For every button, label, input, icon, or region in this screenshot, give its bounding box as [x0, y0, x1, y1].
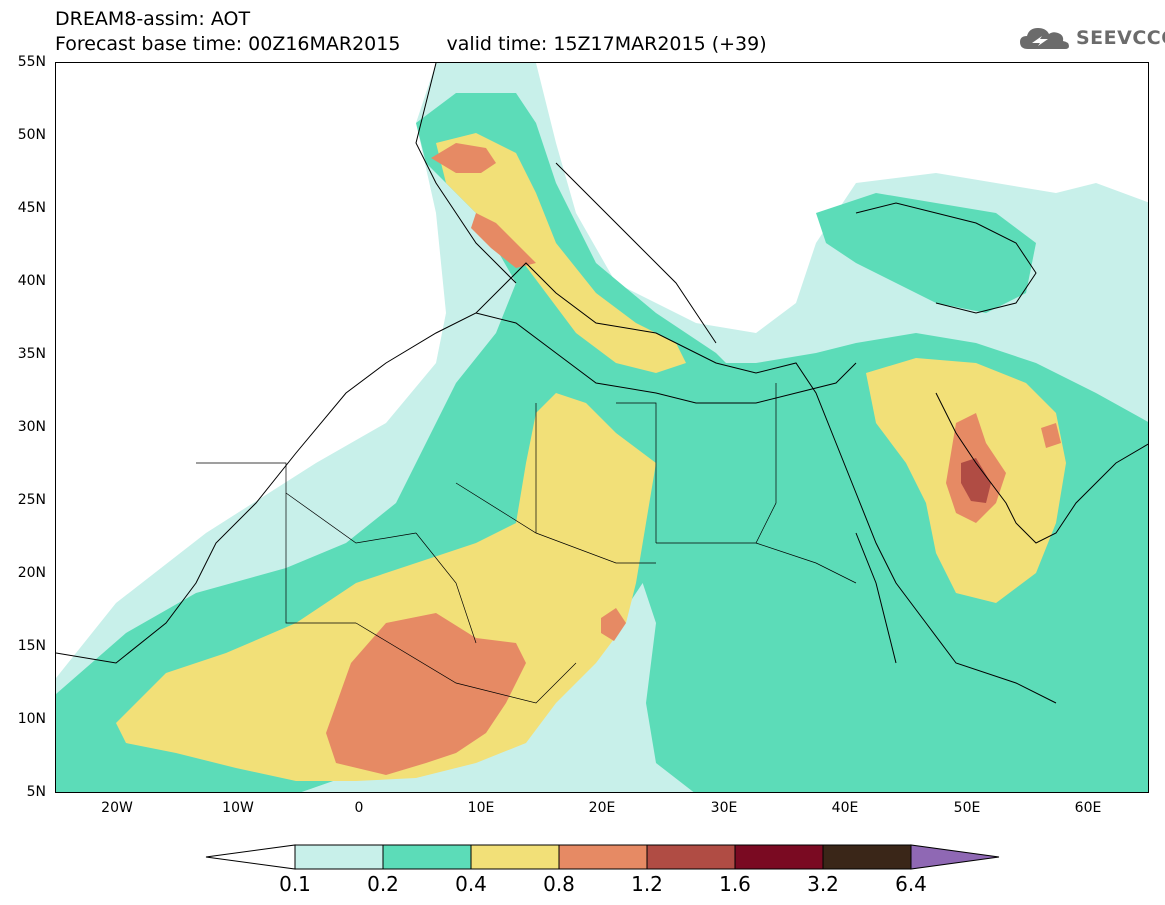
lat-label: 45N	[17, 200, 46, 216]
lat-label: 15N	[17, 638, 46, 654]
cloud-icon	[1020, 28, 1069, 49]
colorbar-swatch	[382, 844, 472, 870]
lat-label: 55N	[17, 54, 46, 70]
colorbar-under-arrow	[205, 844, 296, 870]
lon-label: 20E	[588, 800, 616, 816]
lon-label: 60E	[1074, 800, 1102, 816]
aot-band-12	[961, 458, 991, 503]
chart-title: DREAM8-assim: AOT	[55, 8, 251, 30]
lat-label: 40N	[17, 273, 46, 289]
colorbar-label: 0.1	[279, 872, 311, 896]
aot-band-08	[326, 143, 1061, 775]
colorbar-label: 0.4	[455, 872, 487, 896]
colorbar-label: 6.4	[895, 872, 927, 896]
colorbar-swatch	[294, 844, 384, 870]
lon-label: 20W	[101, 800, 133, 816]
aot-map	[56, 63, 1148, 792]
colorbar-over-arrow	[910, 844, 1000, 870]
colorbar-label: 3.2	[807, 872, 839, 896]
logo: SEEVCCC	[1018, 24, 1165, 52]
lon-label: 10E	[467, 800, 495, 816]
lat-label: 30N	[17, 419, 46, 435]
colorbar-swatch	[822, 844, 912, 870]
lat-label: 50N	[17, 127, 46, 143]
colorbar-label: 1.6	[719, 872, 751, 896]
coastlines	[56, 63, 1148, 704]
lat-label: 25N	[17, 492, 46, 508]
lon-label: 40E	[831, 800, 859, 816]
colorbar-label: 0.2	[367, 872, 399, 896]
lon-label: 30E	[710, 800, 738, 816]
colorbar-label: 0.8	[543, 872, 575, 896]
colorbar-swatch	[734, 844, 824, 870]
map-area	[55, 62, 1149, 793]
lat-label: 10N	[17, 711, 46, 727]
lon-label: 50E	[953, 800, 981, 816]
colorbar	[205, 844, 1000, 870]
lat-label: 5N	[26, 784, 46, 800]
logo-text: SEEVCCC	[1076, 27, 1165, 49]
colorbar-swatch	[470, 844, 560, 870]
lat-label: 20N	[17, 565, 46, 581]
borders	[196, 383, 857, 704]
colorbar-label: 1.2	[631, 872, 663, 896]
valid-time: valid time: 15Z17MAR2015 (+39)	[446, 33, 767, 55]
base-time: Forecast base time: 00Z16MAR2015	[55, 33, 401, 55]
colorbar-swatch	[558, 844, 648, 870]
forecast-time-line: Forecast base time: 00Z16MAR2015 valid ti…	[55, 33, 767, 55]
lon-label: 10W	[222, 800, 254, 816]
lat-label: 35N	[17, 346, 46, 362]
lon-label: 0	[354, 800, 364, 816]
colorbar-swatch	[646, 844, 736, 870]
